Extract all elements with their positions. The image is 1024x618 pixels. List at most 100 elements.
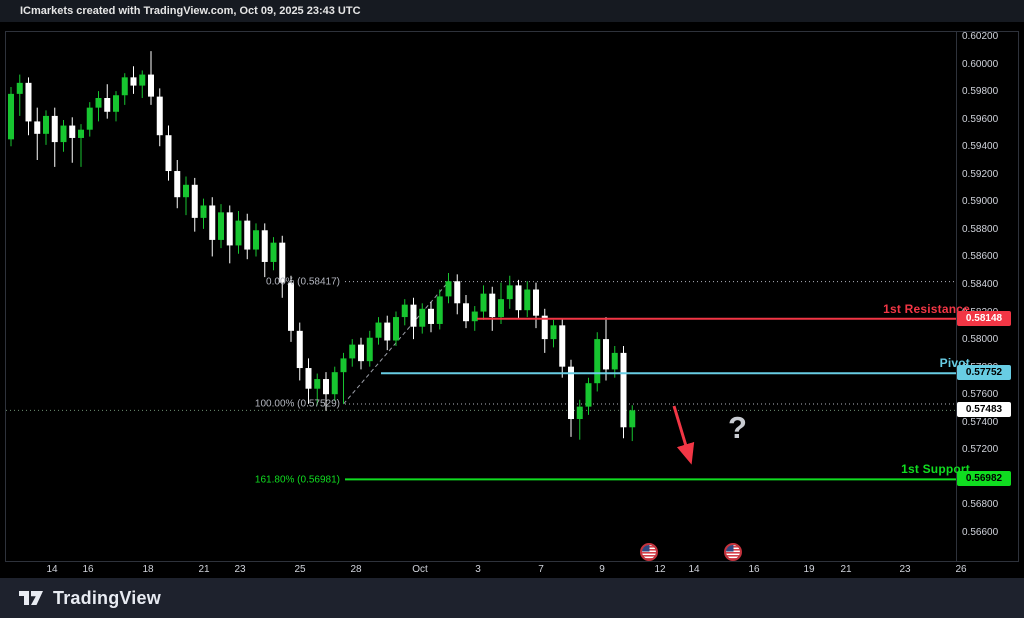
candle bbox=[463, 295, 469, 329]
date-tick: 16 bbox=[748, 564, 760, 575]
date-tick: 26 bbox=[955, 564, 967, 575]
candle bbox=[620, 346, 627, 439]
candle bbox=[489, 286, 496, 331]
candle bbox=[104, 84, 111, 119]
candle bbox=[244, 213, 251, 260]
candle bbox=[445, 272, 452, 304]
candle bbox=[603, 317, 609, 381]
projection-arrow[interactable] bbox=[672, 405, 695, 465]
candle bbox=[349, 339, 356, 367]
date-tick: 25 bbox=[294, 564, 306, 575]
candle bbox=[401, 299, 408, 326]
question-mark-annotation[interactable]: ? bbox=[728, 410, 747, 445]
candle bbox=[340, 352, 347, 404]
candle bbox=[393, 311, 399, 346]
price-tick: 0.59200 bbox=[962, 168, 999, 180]
price-tick: 0.58800 bbox=[962, 223, 999, 235]
candle bbox=[515, 279, 522, 319]
candle bbox=[16, 74, 23, 116]
candle bbox=[629, 405, 636, 442]
date-tick: 28 bbox=[350, 564, 362, 575]
candle bbox=[51, 107, 58, 167]
candle bbox=[585, 377, 592, 415]
candle bbox=[524, 281, 531, 318]
candle bbox=[218, 204, 224, 249]
fib-161-label: 161.80% (0.56981) bbox=[254, 474, 340, 485]
candle bbox=[331, 366, 338, 402]
tradingview-logo-icon[interactable] bbox=[18, 587, 44, 609]
candle bbox=[471, 306, 478, 331]
candle bbox=[358, 337, 364, 370]
fib-0-label: 0.00% (0.58417) bbox=[266, 276, 340, 288]
tradingview-brand-text[interactable]: TradingView bbox=[53, 587, 161, 608]
candle bbox=[568, 359, 574, 437]
candle bbox=[410, 297, 417, 340]
candle bbox=[541, 308, 548, 353]
candle bbox=[148, 51, 154, 105]
pivot-price-tag: 0.57752 bbox=[957, 365, 1011, 381]
candle bbox=[480, 285, 487, 320]
candle bbox=[156, 88, 163, 147]
price-tick: 0.58400 bbox=[962, 279, 999, 290]
candle bbox=[121, 73, 128, 105]
candle bbox=[183, 176, 189, 216]
date-tick: Oct bbox=[412, 564, 428, 575]
price-axis-separator[interactable] bbox=[956, 31, 957, 561]
candle bbox=[323, 372, 329, 411]
date-tick: 14 bbox=[688, 564, 700, 575]
pane-border-bottom bbox=[5, 561, 1019, 562]
candle bbox=[165, 125, 172, 181]
candle bbox=[419, 303, 426, 334]
resistance-label: 1st Resistance bbox=[883, 301, 970, 316]
candle bbox=[305, 358, 312, 404]
candle bbox=[375, 317, 382, 345]
candle bbox=[576, 399, 583, 440]
candle bbox=[279, 235, 286, 298]
date-tick: 23 bbox=[899, 564, 911, 575]
price-tick: 0.58000 bbox=[962, 334, 999, 346]
candle bbox=[25, 77, 32, 136]
candle bbox=[60, 120, 67, 152]
date-tick: 14 bbox=[46, 564, 58, 575]
price-tick: 0.59000 bbox=[962, 196, 999, 208]
us-flag-event-icon[interactable] bbox=[640, 543, 658, 561]
date-tick: 23 bbox=[234, 564, 246, 575]
candle bbox=[559, 318, 566, 378]
candle bbox=[78, 124, 84, 167]
candle bbox=[209, 197, 216, 257]
price-tick: 0.59600 bbox=[962, 113, 999, 125]
candle bbox=[366, 330, 373, 367]
candle bbox=[8, 86, 14, 147]
price-tick: 0.59800 bbox=[962, 86, 999, 98]
date-tick: 21 bbox=[840, 564, 852, 575]
candle bbox=[235, 210, 242, 254]
candle bbox=[314, 373, 321, 406]
candle bbox=[594, 332, 601, 392]
candle bbox=[436, 289, 443, 330]
date-tick: 7 bbox=[538, 564, 544, 575]
price-tick: 0.57400 bbox=[962, 416, 999, 428]
pane-border-top bbox=[5, 31, 1019, 32]
candle bbox=[454, 274, 461, 315]
price-tick: 0.60200 bbox=[962, 31, 999, 42]
date-tick: 12 bbox=[654, 564, 666, 575]
candle bbox=[270, 237, 277, 271]
candle bbox=[533, 282, 539, 329]
candle bbox=[384, 315, 391, 351]
price-tick: 0.57200 bbox=[962, 444, 999, 456]
candle bbox=[130, 66, 137, 94]
footer-bar: TradingView bbox=[0, 578, 1024, 618]
date-tick: 19 bbox=[803, 564, 815, 575]
support-price-tag: 0.56982 bbox=[957, 471, 1011, 487]
candle bbox=[506, 275, 513, 309]
candle bbox=[139, 70, 146, 98]
price-tick: 0.57600 bbox=[962, 389, 999, 401]
date-tick: 18 bbox=[142, 564, 154, 575]
candle bbox=[226, 205, 233, 264]
candle bbox=[498, 282, 504, 324]
date-tick: 21 bbox=[198, 564, 210, 575]
price-tick: 0.59400 bbox=[962, 141, 999, 153]
date-tick: 9 bbox=[599, 564, 605, 575]
us-flag-event-icon[interactable] bbox=[724, 543, 742, 561]
